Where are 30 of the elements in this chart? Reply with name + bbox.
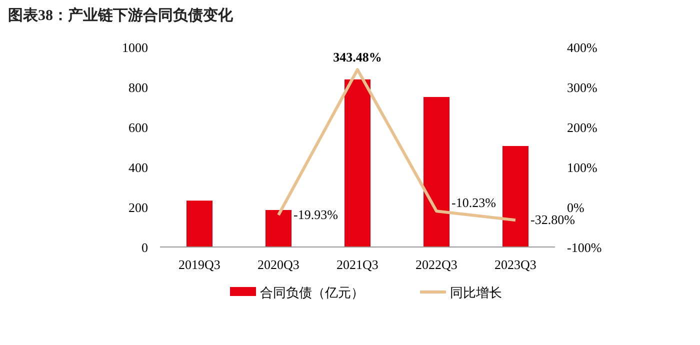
data-label: 343.48% <box>333 50 382 65</box>
y2-tick-label: 0% <box>567 200 584 215</box>
y-tick-label: 800 <box>128 80 148 95</box>
bar <box>186 200 212 247</box>
bar <box>502 146 528 247</box>
bar <box>266 210 292 247</box>
x-tick-label: 2019Q3 <box>178 257 220 272</box>
y2-tick-label: 100% <box>567 160 598 175</box>
x-tick-label: 2022Q3 <box>416 257 458 272</box>
y-tick-label: 0 <box>142 240 148 255</box>
chart-title: 图表38：产业链下游合同负债变化 <box>8 6 234 24</box>
y2-tick-label: 200% <box>567 120 598 135</box>
y-tick-label: 400 <box>128 160 148 175</box>
line-series <box>277 68 517 222</box>
data-label: -32.80% <box>530 212 576 228</box>
x-tick-label: 2020Q3 <box>258 257 300 272</box>
y-tick-label: 1000 <box>122 40 148 55</box>
x-tick-label: 2021Q3 <box>336 257 378 272</box>
y2-tick-label: 400% <box>567 40 598 55</box>
legend-label: 合同负债（亿元） <box>260 285 364 300</box>
data-label: -19.93% <box>294 206 338 222</box>
y2-tick-label: -100% <box>567 240 602 255</box>
x-tick-label: 2023Q3 <box>494 257 536 272</box>
bar <box>424 97 450 247</box>
bar <box>344 79 370 247</box>
legend-label: 同比增长 <box>450 285 502 300</box>
y2-tick-label: 300% <box>567 80 598 95</box>
y-tick-label: 600 <box>128 120 148 135</box>
data-label: -10.23% <box>452 195 496 210</box>
y-tick-label: 200 <box>128 200 148 215</box>
